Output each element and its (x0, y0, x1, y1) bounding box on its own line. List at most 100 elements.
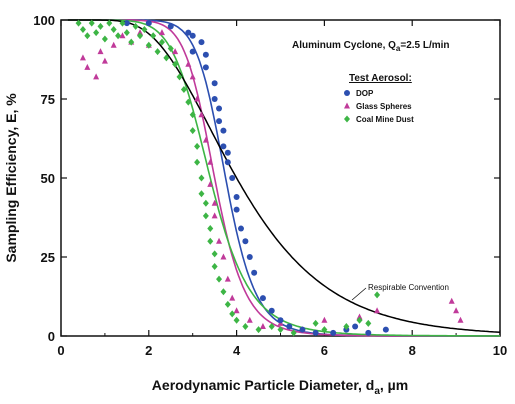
data-point-glass (448, 297, 455, 304)
data-point-glass (259, 323, 266, 330)
data-point-glass (229, 294, 236, 301)
x-tick-label: 10 (493, 343, 507, 358)
data-point-glass (93, 73, 100, 80)
data-point-glass (374, 307, 381, 314)
data-point-dop (299, 326, 306, 333)
data-point-glass (356, 313, 363, 320)
x-axis-title: Aerodynamic Particle Diameter, da, µm (152, 377, 408, 397)
data-point-coal (84, 32, 91, 40)
data-point-glass (198, 111, 205, 118)
data-point-coal (189, 111, 196, 119)
data-point-coal (198, 190, 205, 198)
data-point-dop (202, 51, 209, 58)
data-point-dop (233, 193, 240, 200)
data-point-glass (194, 95, 201, 102)
data-point-coal (268, 323, 275, 331)
convention-curve-label: Respirable Convention (368, 283, 449, 292)
y-axis-title: Sampling Efficiency, E, % (3, 93, 19, 263)
data-point-dop (123, 20, 130, 27)
data-point-dop (185, 29, 192, 36)
convention-label-leader (351, 287, 367, 301)
data-point-coal (141, 25, 148, 33)
x-tick-label: 4 (233, 343, 241, 358)
data-point-dop (251, 269, 258, 276)
data-point-coal (194, 142, 201, 150)
data-point-coal (176, 73, 183, 81)
data-point-coal (106, 19, 113, 27)
data-point-dop (229, 175, 236, 181)
data-point-glass (211, 199, 218, 206)
data-point-dop (211, 96, 218, 102)
data-point-coal (202, 199, 209, 207)
data-point-dop (233, 206, 240, 213)
data-point-glass (246, 316, 253, 323)
data-point-coal (154, 48, 161, 56)
data-point-glass (202, 136, 209, 143)
data-point-dop (330, 329, 337, 336)
data-point-coal (211, 250, 218, 258)
data-point-coal (110, 25, 117, 33)
data-point-coal (229, 310, 236, 318)
data-point-dop (277, 317, 284, 324)
data-point-coal (163, 54, 170, 62)
data-point-glass (216, 237, 223, 244)
legend-marker-coal (344, 115, 350, 123)
data-point-glass (158, 29, 165, 36)
fit-curve-2 (67, 19, 500, 337)
data-point-glass (207, 180, 214, 187)
data-point-coal (128, 38, 135, 46)
cyclone-annotation: Aluminum Cyclone, Qa=2.5 L/min (292, 40, 450, 53)
data-point-coal (119, 19, 126, 27)
data-point-coal (255, 326, 262, 334)
data-point-coal (356, 316, 363, 324)
legend-marker-dop (344, 90, 350, 96)
legend-title: Test Aerosol: (349, 73, 412, 84)
data-point-coal (145, 41, 152, 49)
y-tick-label: 100 (33, 13, 55, 28)
data-point-glass (119, 32, 126, 39)
data-point-glass (207, 158, 214, 165)
data-point-coal (75, 19, 82, 27)
data-point-glass (110, 41, 117, 48)
data-point-glass (321, 316, 328, 323)
data-point-dop (189, 32, 196, 39)
data-point-coal (233, 316, 240, 324)
legend-label-coal: Coal Mine Dust (356, 115, 414, 124)
data-point-dop (286, 323, 293, 330)
data-point-coal (88, 19, 95, 27)
legend-label-glass: Glass Spheres (356, 102, 412, 111)
data-point-coal (290, 329, 297, 337)
data-point-dop (216, 105, 223, 112)
data-point-dop (365, 329, 372, 336)
x-tick-label: 0 (57, 343, 64, 358)
y-tick-label: 50 (41, 171, 55, 186)
x-tick-label: 6 (321, 343, 328, 358)
data-point-glass (172, 48, 179, 55)
data-point-coal (216, 275, 223, 283)
data-point-coal (115, 32, 122, 40)
data-point-glass (453, 307, 460, 314)
data-point-coal (185, 98, 192, 106)
data-point-coal (189, 127, 196, 135)
data-point-coal (172, 60, 179, 68)
data-point-glass (97, 48, 104, 55)
legend-marker-glass (344, 102, 350, 109)
x-tick-label: 8 (409, 343, 416, 358)
data-point-glass (211, 212, 218, 219)
data-point-coal (277, 326, 284, 334)
data-point-glass (185, 60, 192, 67)
data-point-dop (224, 159, 231, 166)
data-point-dop (242, 238, 249, 245)
data-point-coal (123, 29, 130, 37)
y-tick-label: 75 (41, 92, 55, 107)
y-tick-label: 25 (41, 250, 55, 265)
data-point-dop (382, 326, 389, 333)
data-point-dop (352, 323, 359, 330)
data-point-dop (268, 307, 275, 314)
data-point-glass (233, 307, 240, 314)
data-point-dop (216, 118, 223, 125)
data-point-glass (224, 275, 231, 282)
data-point-glass (84, 63, 91, 70)
data-point-dop (167, 23, 174, 30)
